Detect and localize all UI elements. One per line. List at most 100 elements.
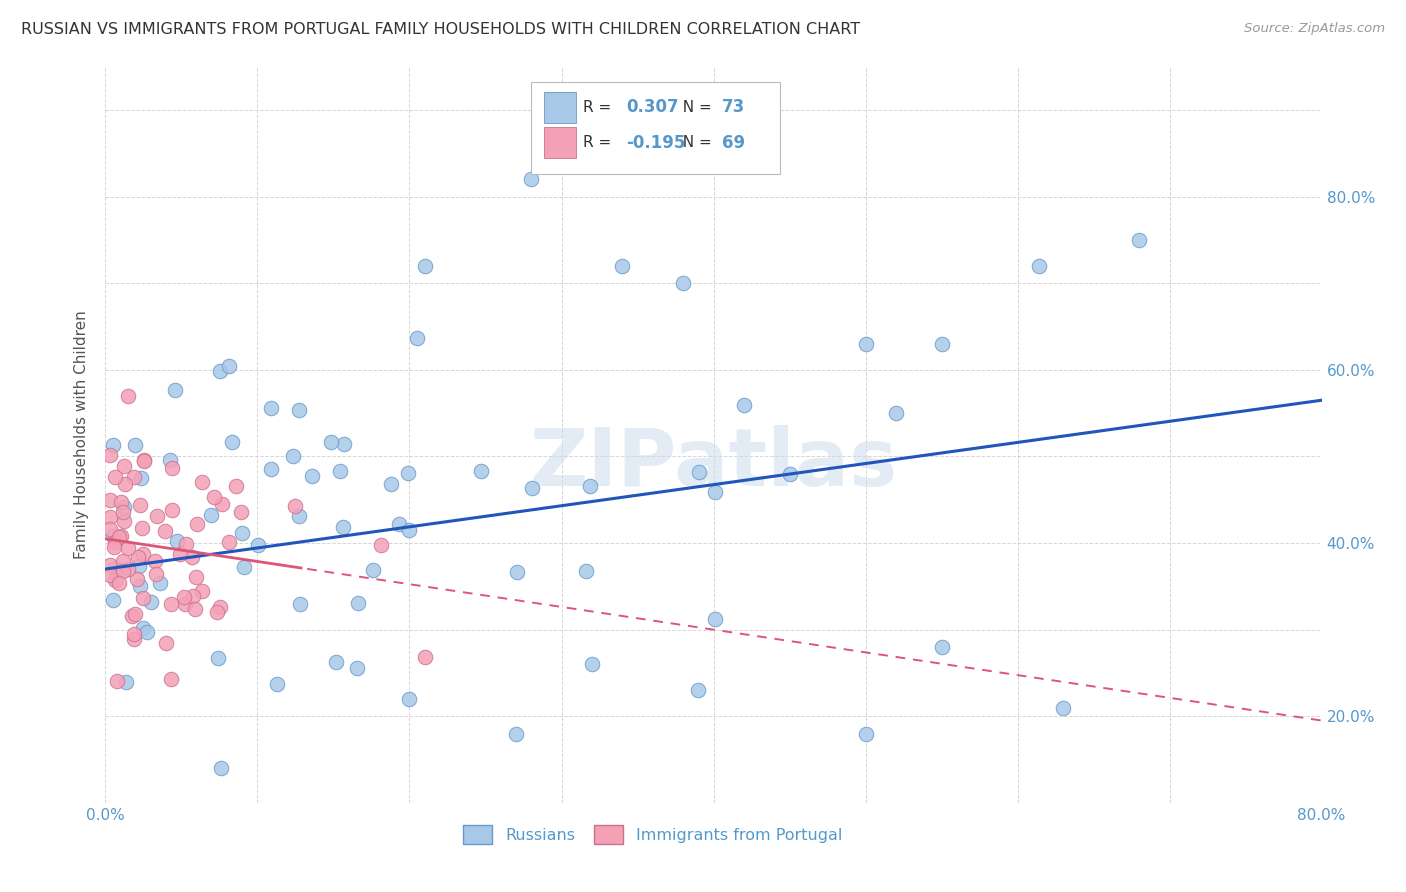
- Point: [209, 761, 232, 775]
- Point: [184, 570, 207, 584]
- Point: [143, 554, 166, 568]
- Point: [129, 471, 152, 485]
- Point: [247, 538, 270, 552]
- Point: [136, 625, 159, 640]
- Point: [779, 467, 801, 481]
- Point: [104, 573, 127, 587]
- Point: [200, 508, 222, 523]
- Point: [145, 566, 167, 581]
- Point: [202, 490, 225, 504]
- Point: [931, 337, 953, 351]
- Point: [98, 448, 121, 462]
- Point: [115, 675, 138, 690]
- Point: [931, 640, 953, 654]
- Point: [413, 650, 436, 665]
- FancyBboxPatch shape: [544, 92, 576, 123]
- Point: [98, 522, 121, 536]
- Point: [98, 558, 121, 572]
- Text: RUSSIAN VS IMMIGRANTS FROM PORTUGAL FAMILY HOUSEHOLDS WITH CHILDREN CORRELATION : RUSSIAN VS IMMIGRANTS FROM PORTUGAL FAMI…: [21, 22, 860, 37]
- Point: [131, 547, 153, 561]
- Point: [231, 505, 253, 519]
- Point: [112, 515, 135, 529]
- Point: [104, 561, 127, 575]
- Point: [506, 566, 529, 580]
- Point: [169, 547, 191, 561]
- Point: [166, 534, 188, 549]
- Point: [259, 401, 281, 416]
- Point: [325, 655, 347, 669]
- Point: [231, 525, 253, 540]
- Point: [181, 589, 204, 603]
- Point: [301, 469, 323, 483]
- Point: [290, 597, 312, 611]
- Point: [221, 435, 243, 450]
- Point: [405, 331, 427, 345]
- Text: 69: 69: [723, 134, 745, 152]
- Point: [98, 492, 121, 507]
- Point: [145, 509, 167, 524]
- FancyBboxPatch shape: [544, 128, 576, 158]
- Point: [612, 259, 634, 273]
- Point: [380, 476, 402, 491]
- Point: [208, 600, 231, 615]
- Point: [105, 673, 128, 688]
- Point: [112, 459, 135, 474]
- Point: [855, 726, 877, 740]
- Point: [124, 627, 146, 641]
- Point: [1028, 259, 1050, 273]
- Point: [163, 383, 186, 397]
- Point: [688, 683, 710, 698]
- Point: [112, 505, 135, 519]
- Point: [190, 475, 212, 490]
- Point: [128, 559, 150, 574]
- Point: [522, 481, 544, 495]
- Point: [162, 461, 184, 475]
- Point: [672, 277, 695, 291]
- Point: [107, 530, 129, 544]
- Point: [388, 517, 411, 532]
- Point: [153, 524, 176, 538]
- Point: [132, 453, 155, 467]
- Point: [329, 464, 352, 478]
- Point: [124, 607, 146, 621]
- Point: [121, 608, 143, 623]
- Point: [101, 438, 124, 452]
- Point: [110, 495, 132, 509]
- Point: [207, 650, 229, 665]
- Point: [266, 676, 288, 690]
- Point: [122, 470, 145, 484]
- Point: [703, 612, 725, 626]
- Point: [98, 568, 121, 582]
- Point: [131, 621, 153, 635]
- Point: [117, 389, 139, 403]
- Point: [98, 509, 121, 524]
- Text: Source: ZipAtlas.com: Source: ZipAtlas.com: [1244, 22, 1385, 36]
- Point: [117, 562, 139, 576]
- Point: [124, 632, 146, 646]
- Point: [319, 434, 342, 449]
- Point: [128, 498, 150, 512]
- Point: [855, 337, 877, 351]
- Point: [111, 554, 134, 568]
- Point: [117, 541, 139, 555]
- Text: R =: R =: [583, 100, 617, 115]
- Point: [288, 402, 311, 417]
- Point: [209, 364, 232, 378]
- Point: [361, 563, 384, 577]
- Point: [108, 576, 131, 591]
- Point: [125, 572, 148, 586]
- Point: [346, 661, 368, 675]
- Point: [139, 595, 162, 609]
- Point: [581, 657, 603, 672]
- Point: [396, 467, 419, 481]
- Point: [575, 565, 598, 579]
- Point: [184, 602, 207, 616]
- Point: [180, 550, 202, 565]
- Point: [688, 466, 710, 480]
- Text: N =: N =: [673, 136, 717, 150]
- Point: [333, 437, 356, 451]
- Point: [225, 478, 247, 492]
- Point: [260, 462, 283, 476]
- Point: [104, 535, 127, 549]
- Point: [205, 605, 228, 619]
